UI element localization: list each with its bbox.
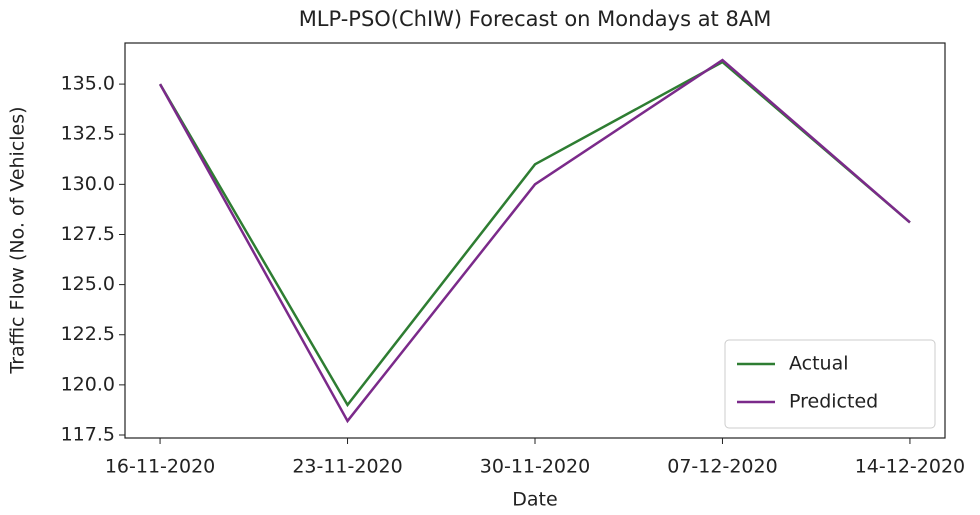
y-tick-label: 117.5 xyxy=(61,423,115,445)
y-tick-label: 125.0 xyxy=(61,273,115,295)
legend-label: Predicted xyxy=(789,391,878,413)
legend-box xyxy=(724,339,936,429)
x-tick-label: 07-12-2020 xyxy=(667,456,777,478)
x-axis-label: Date xyxy=(512,489,557,511)
y-tick-label: 127.5 xyxy=(61,223,115,245)
legend-label: Actual xyxy=(789,353,849,375)
y-tick-label: 132.5 xyxy=(61,123,115,145)
x-tick-label: 16-11-2020 xyxy=(105,456,215,478)
x-tick-label: 14-12-2020 xyxy=(855,456,965,478)
x-tick-label: 23-11-2020 xyxy=(292,456,402,478)
y-axis-label: Traffic Flow (No. of Vehicles) xyxy=(7,106,29,374)
series-line xyxy=(158,58,911,424)
y-tick-label: 122.5 xyxy=(61,323,115,345)
y-tick-label: 120.0 xyxy=(61,373,115,395)
y-tick-label: 135.0 xyxy=(61,73,115,95)
chart-title: MLP-PSO(ChIW) Forecast on Mondays at 8AM xyxy=(299,7,772,31)
x-tick-label: 30-11-2020 xyxy=(480,456,590,478)
y-tick-label: 130.0 xyxy=(61,173,115,195)
